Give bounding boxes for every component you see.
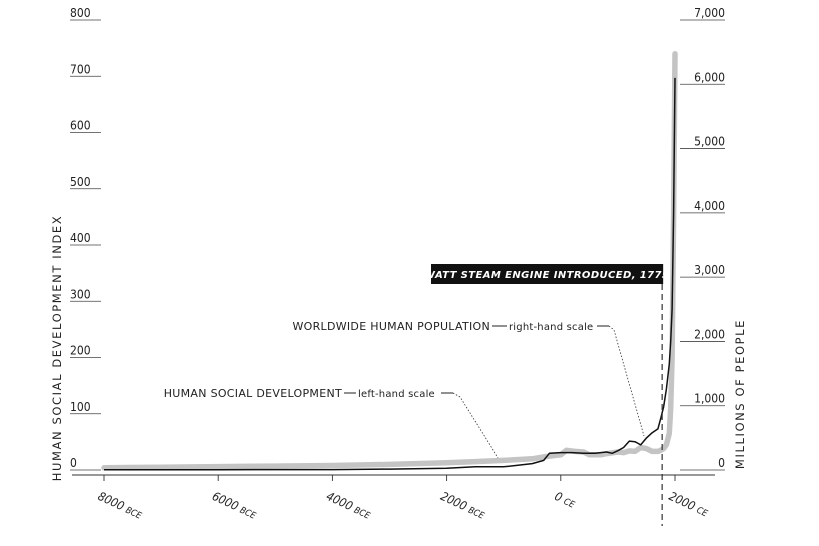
- left-tick-label: 500: [70, 175, 91, 189]
- right-tick-label: 5,000: [694, 135, 725, 149]
- left-tick-label: 600: [70, 119, 91, 133]
- population-leader-line: [608, 325, 645, 437]
- left-axis-title: HUMAN SOCIAL DEVELOPMENT INDEX: [50, 215, 64, 482]
- social-series-label: HUMAN SOCIAL DEVELOPMENT: [164, 387, 342, 400]
- right-tick-label: 2,000: [694, 327, 725, 341]
- right-tick-label: 6,000: [694, 70, 725, 84]
- left-tick-label: 0: [70, 456, 77, 470]
- x-tick-label: 6000 BCE: [210, 489, 260, 522]
- x-tick-label: 2000 CE: [667, 489, 711, 520]
- right-axis-ticks: 0 1,000 2,000 3,000 4,000 5,000 6,000 7,000: [680, 6, 725, 471]
- left-tick-label: 100: [70, 400, 91, 414]
- event-banner: [431, 264, 664, 284]
- left-tick-label: 400: [70, 231, 91, 245]
- x-tick-label: 4000 BCE: [324, 489, 374, 522]
- left-tick-label: 700: [70, 62, 91, 76]
- x-tick-label: 0 CE: [553, 489, 579, 511]
- x-tick-label: 8000 BCE: [96, 489, 146, 522]
- right-tick-label: 0: [718, 456, 725, 470]
- right-tick-label: 3,000: [694, 263, 725, 277]
- right-tick-label: 1,000: [694, 392, 725, 406]
- social-scale-label: left-hand scale: [358, 389, 435, 400]
- left-axis-ticks: 0 100 200 300 400 500 600 700 800: [70, 6, 101, 471]
- x-axis-ticks: 8000 BCE 6000 BCE 4000 BCE 2000 BCE 0 CE 2000…: [96, 475, 711, 522]
- x-tick-label: 2000 BCE: [438, 489, 488, 522]
- right-tick-label: 7,000: [694, 6, 725, 20]
- social-leader-line: [452, 392, 499, 459]
- population-series-label: WORLDWIDE HUMAN POPULATION: [292, 320, 490, 333]
- left-tick-label: 200: [70, 344, 91, 358]
- left-tick-label: 300: [70, 287, 91, 301]
- event-label: WATT STEAM ENGINE INTRODUCED, 1775: [424, 270, 669, 281]
- left-tick-label: 800: [70, 6, 91, 20]
- series-population-line: [104, 77, 676, 471]
- series-social-development-line: [101, 51, 678, 471]
- right-axis-title: MILLIONS OF PEOPLE: [733, 319, 747, 469]
- right-tick-label: 4,000: [694, 199, 725, 213]
- population-scale-label: right-hand scale: [509, 322, 593, 333]
